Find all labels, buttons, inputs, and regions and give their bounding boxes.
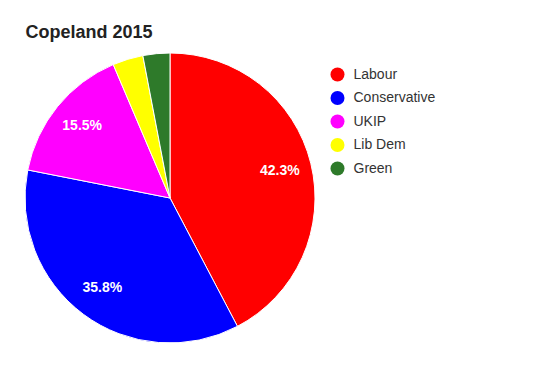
svg-text:UKIP: UKIP — [354, 113, 387, 129]
svg-text:Conservative: Conservative — [354, 89, 436, 105]
svg-text:Green: Green — [354, 160, 393, 176]
svg-text:42.3%: 42.3% — [260, 162, 300, 178]
svg-text:Lib Dem: Lib Dem — [354, 136, 406, 152]
svg-text:Copeland 2015: Copeland 2015 — [26, 22, 153, 42]
svg-text:35.8%: 35.8% — [83, 279, 123, 295]
svg-text:15.5%: 15.5% — [62, 117, 102, 133]
svg-text:Labour: Labour — [354, 66, 398, 82]
